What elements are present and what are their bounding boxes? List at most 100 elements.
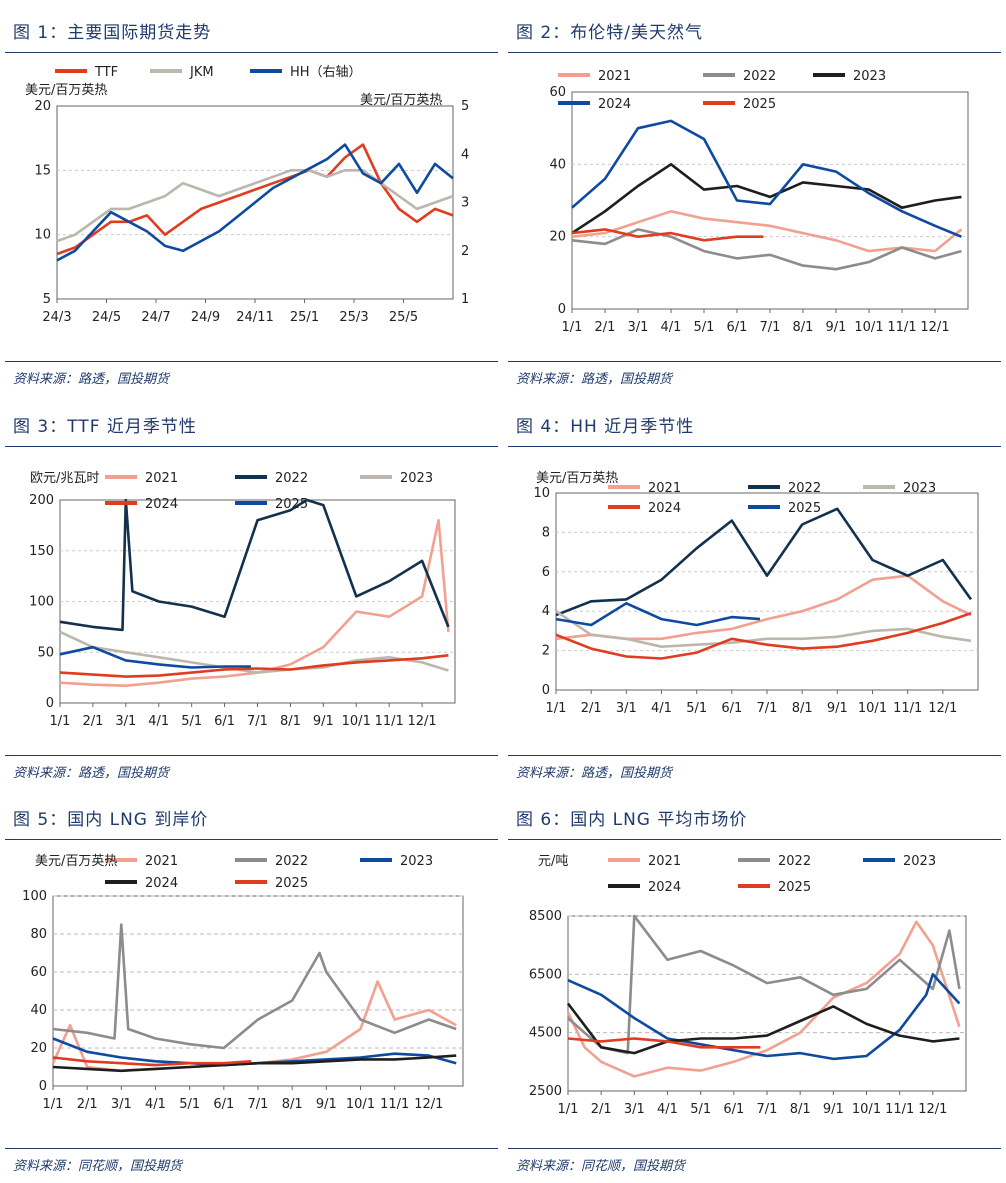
chart-source: 资料来源：路透，国投期货 — [516, 372, 673, 387]
legend-label: 2024 — [598, 97, 631, 112]
series-line-2022 — [571, 228, 962, 271]
x-tick-label: 24/5 — [92, 310, 121, 325]
x-tick-label: 24/9 — [191, 310, 220, 325]
legend-label: 2022 — [743, 69, 776, 84]
y-tick-label: 60 — [549, 85, 566, 100]
y-tick-label: 40 — [30, 1003, 47, 1018]
x-tick-label: 2/1 — [595, 320, 616, 335]
x-tick-label: 1/1 — [558, 1102, 579, 1117]
x-tick-label: 3/1 — [628, 320, 649, 335]
y-tick-label: 60 — [30, 965, 47, 980]
x-tick-label: 6/1 — [727, 320, 748, 335]
y-tick-label: 8 — [542, 525, 550, 540]
x-tick-label: 12/1 — [407, 714, 436, 729]
y-tick-label: 150 — [29, 544, 54, 559]
x-tick-label: 8/1 — [790, 1102, 811, 1117]
series-line-2024 — [59, 654, 449, 678]
x-tick-label: 6/1 — [723, 1102, 744, 1117]
legend-label: 2022 — [778, 854, 811, 869]
y-tick-label: 100 — [22, 889, 47, 904]
x-tick-label: 7/1 — [248, 1097, 269, 1112]
legend-label: 2024 — [145, 497, 178, 512]
chart-title: 图 2：布伦特/美天然气 — [516, 23, 703, 43]
chart-source: 资料来源：路透，国投期货 — [516, 766, 673, 781]
x-tick-label: 3/1 — [115, 714, 136, 729]
series-line-2022 — [52, 923, 457, 1050]
x-tick-label: 4/1 — [657, 1102, 678, 1117]
x-tick-label: 2/1 — [591, 1102, 612, 1117]
x-tick-label: 5/1 — [179, 1097, 200, 1112]
chart-title: 图 3：TTF 近月季节性 — [13, 417, 197, 437]
legend-label: 2025 — [275, 497, 308, 512]
legend-label: 2023 — [400, 854, 433, 869]
series-line-2022 — [59, 498, 450, 632]
x-tick-label: 12/1 — [920, 320, 949, 335]
x-tick-label: 10/1 — [852, 1102, 881, 1117]
series-line-2023 — [52, 1037, 457, 1067]
legend-label: 2021 — [145, 471, 178, 486]
x-tick-label: 7/1 — [760, 320, 781, 335]
chart-6-svg: 8500 6500 4500 2500 1/1 2/1 3/1 4/1 5/1 6/1 7/1 8/1… — [529, 854, 967, 1117]
legend-label: 2021 — [648, 854, 681, 869]
x-tick-label: 8/1 — [792, 701, 813, 716]
x-tick-label: 4/1 — [145, 1097, 166, 1112]
series-line-2021 — [571, 210, 963, 253]
x-tick-label: 8/1 — [282, 1097, 303, 1112]
chart-title: 图 4：HH 近月季节性 — [516, 417, 695, 437]
x-tick-label: 5/1 — [694, 320, 715, 335]
legend-label: 2021 — [648, 481, 681, 496]
x-tick-label: 5/1 — [181, 714, 202, 729]
x-tick-label: 2/1 — [581, 701, 602, 716]
x-tick-label: 3/1 — [624, 1102, 645, 1117]
y-tick-label: 4 — [542, 604, 550, 619]
x-tick-label: 25/1 — [290, 310, 319, 325]
x-tick-label: 6/1 — [214, 714, 235, 729]
x-tick-label: 24/3 — [42, 310, 71, 325]
series-line-2024 — [571, 119, 962, 238]
x-tick-label: 7/1 — [757, 1102, 778, 1117]
series-line-2022 — [555, 507, 973, 617]
legend-label: 2025 — [788, 501, 821, 516]
series-line-2021 — [566, 920, 961, 1078]
legend-label: 2023 — [903, 854, 936, 869]
y-tick-label: 15 — [34, 163, 51, 178]
x-tick-label: 25/5 — [389, 310, 418, 325]
y-tick-label: 5 — [43, 292, 51, 307]
chart-title-bar: 图 2：布伦特/美天然气 — [508, 6, 1001, 53]
legend-label: 2022 — [788, 481, 821, 496]
chart-source: 资料来源：同花顺，国投期货 — [13, 1159, 183, 1174]
legend-label: 2024 — [648, 880, 681, 895]
chart-title: 图 6：国内 LNG 平均市场价 — [516, 810, 748, 830]
x-tick-label: 24/11 — [236, 310, 273, 325]
chart-title: 图 1：主要国际期货走势 — [13, 23, 212, 43]
x-tick-label: 10/1 — [854, 320, 883, 335]
y-tick-label: 2500 — [529, 1084, 562, 1099]
legend-label: 2022 — [275, 854, 308, 869]
x-tick-label: 11/1 — [380, 1097, 409, 1112]
y-tick-label-right: 3 — [461, 196, 469, 211]
chart-2-svg: 60 40 20 0 1/1 2/1 3/1 4/1 5/1 6/1 7/1 8/1 9/1 10/1 11… — [549, 69, 969, 335]
chart-3-svg: 200 150 100 50 0 1/1 2/1 3/1 4/1 5/1 6/1 7/1 8/1 9/1 1… — [29, 471, 456, 729]
y-tick-label-right: 4 — [461, 147, 469, 162]
y-tick-label: 2 — [542, 644, 550, 659]
chart-source: 资料来源：同花顺，国投期货 — [516, 1159, 686, 1174]
x-tick-label: 12/1 — [414, 1097, 443, 1112]
chart-title-bar: 图 4：HH 近月季节性 — [508, 400, 1001, 447]
y-axis-label: 美元/百万英热 — [35, 854, 117, 869]
plot-frame — [555, 492, 979, 691]
series-line-2023 — [571, 163, 962, 235]
series-line-2025 — [567, 1037, 761, 1049]
x-tick-label: 11/1 — [885, 1102, 914, 1117]
series-line-2024 — [566, 1002, 960, 1055]
y-tick-label: 6 — [542, 565, 550, 580]
series-line-2024 — [52, 1054, 457, 1073]
x-tick-label: 24/7 — [141, 310, 170, 325]
y-tick-label: 20 — [34, 99, 51, 114]
series-line-2025 — [571, 228, 764, 242]
chart-panel-2: 图 2：布伦特/美天然气 60 40 20 0 1/1 2/1 3/1 4/1 5/1 6/1 7/… — [508, 6, 1001, 396]
y-tick-label: 0 — [46, 696, 54, 711]
chart-1-svg: 20 15 10 5 5 4 3 2 1 24/3 24/5 24/7 24/9 24/11 25/1 25/… — [25, 65, 469, 325]
y-tick-label: 0 — [542, 683, 550, 698]
series-line-JKM — [56, 169, 454, 243]
x-tick-label: 4/1 — [651, 701, 672, 716]
